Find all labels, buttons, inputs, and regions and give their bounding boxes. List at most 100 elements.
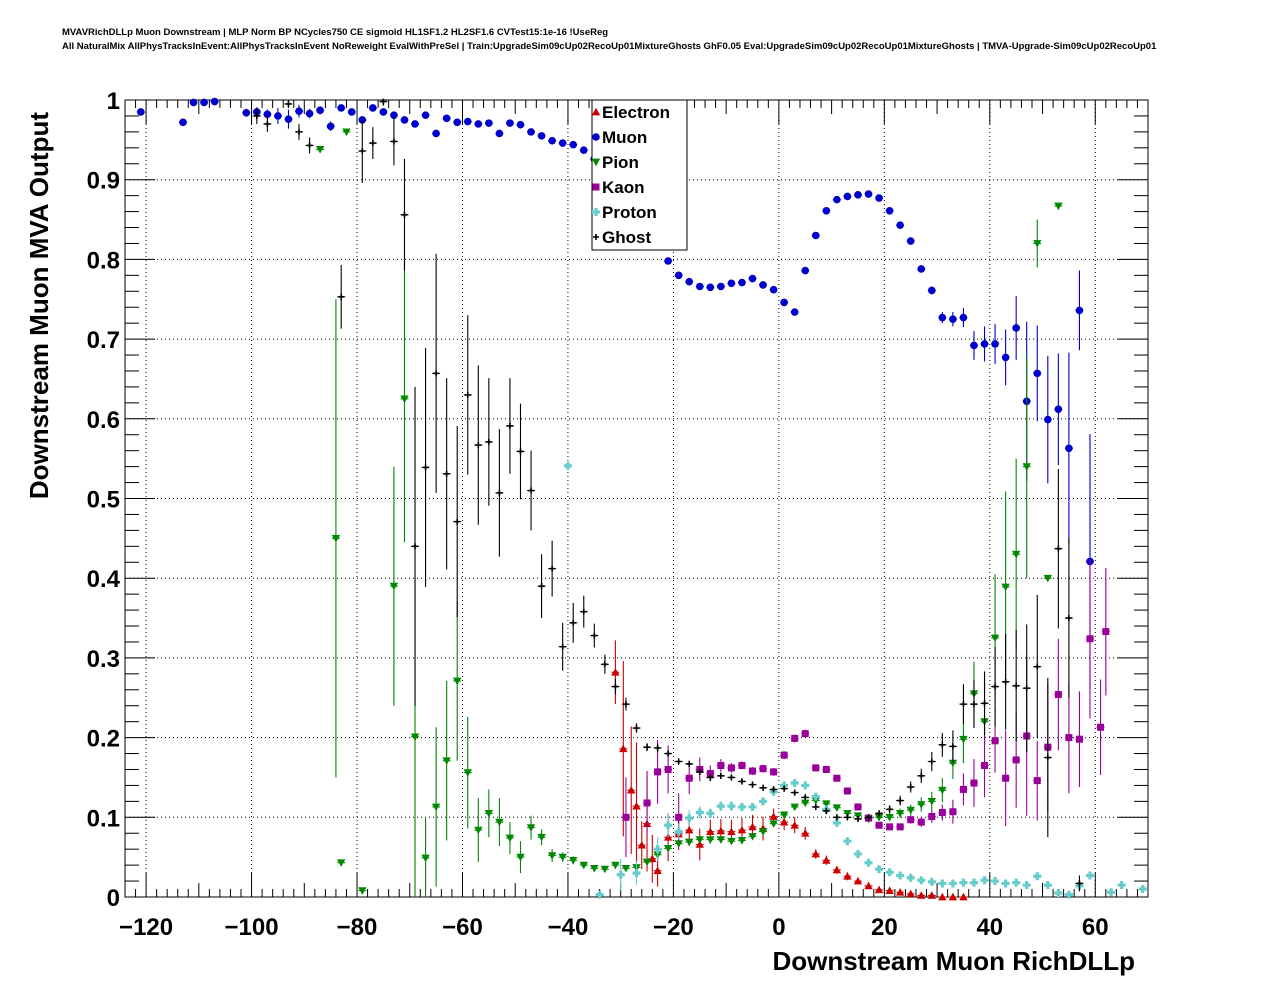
data-point xyxy=(706,836,715,844)
data-point xyxy=(749,781,756,788)
data-point xyxy=(791,789,798,796)
data-point xyxy=(369,104,377,112)
data-point xyxy=(595,890,604,899)
data-point xyxy=(980,876,989,885)
data-point xyxy=(296,128,303,135)
legend-label: Pion xyxy=(602,153,639,172)
data-point xyxy=(833,774,841,782)
legend: Electron Muon Pion Kaon Proton Ghost xyxy=(591,99,688,251)
data-point xyxy=(347,108,356,116)
data-point xyxy=(331,534,341,543)
legend-marker xyxy=(592,208,601,216)
series-kaon xyxy=(621,559,1110,858)
data-point xyxy=(949,808,957,816)
plot-title-line-1: MVAVRichDLLp Muon Downstream | MLP Norm … xyxy=(62,27,609,38)
data-point xyxy=(949,743,956,750)
data-point xyxy=(917,876,926,885)
data-point xyxy=(938,313,947,322)
data-point xyxy=(442,757,451,765)
data-point xyxy=(1011,550,1021,559)
data-point xyxy=(338,293,345,300)
data-point xyxy=(981,761,989,769)
data-point xyxy=(549,565,556,572)
data-point xyxy=(737,802,746,811)
data-point xyxy=(970,341,978,350)
data-point xyxy=(748,822,757,831)
data-point xyxy=(865,814,872,821)
data-point xyxy=(843,192,852,201)
data-point xyxy=(853,849,862,858)
data-point xyxy=(1002,678,1009,685)
data-point xyxy=(664,257,672,265)
data-point xyxy=(516,853,525,862)
data-point xyxy=(675,758,682,765)
data-point xyxy=(431,803,441,812)
data-point xyxy=(342,128,351,137)
data-point xyxy=(538,583,545,590)
data-point xyxy=(632,801,641,810)
data-point xyxy=(601,661,608,668)
legend-marker xyxy=(592,133,600,141)
data-point xyxy=(695,840,704,848)
y-tick-label: 0.1 xyxy=(87,805,120,832)
data-point xyxy=(727,802,736,811)
data-point xyxy=(948,892,958,901)
data-point xyxy=(474,826,483,835)
data-point xyxy=(1044,754,1051,761)
data-point xyxy=(358,887,367,895)
legend-marker xyxy=(591,158,601,167)
data-point xyxy=(263,110,272,119)
data-point xyxy=(558,853,567,862)
data-point xyxy=(411,120,419,128)
data-point xyxy=(526,824,536,832)
data-point xyxy=(959,785,967,793)
data-point xyxy=(811,792,820,801)
data-point xyxy=(612,683,619,690)
data-point xyxy=(823,807,830,814)
data-point xyxy=(822,206,831,215)
data-point xyxy=(875,194,883,202)
data-point xyxy=(627,786,636,794)
data-point xyxy=(633,725,640,732)
data-point xyxy=(990,634,1000,643)
data-point xyxy=(485,119,493,127)
legend-entry-ghost: Ghost xyxy=(593,228,651,247)
data-point xyxy=(991,340,999,348)
data-point xyxy=(918,772,925,779)
data-point xyxy=(874,885,884,894)
data-point xyxy=(665,750,672,757)
plot-title-line-2: All NaturalMix AllPhysTracksInEvent:AllP… xyxy=(62,41,1157,52)
data-point xyxy=(616,870,625,879)
data-point xyxy=(770,786,777,793)
data-point xyxy=(579,146,588,155)
data-point xyxy=(927,877,936,886)
data-point xyxy=(896,871,905,880)
data-point xyxy=(685,838,694,847)
data-point xyxy=(991,877,1000,886)
data-point xyxy=(443,470,450,477)
data-point xyxy=(1055,545,1062,552)
data-point xyxy=(727,279,736,288)
data-point xyxy=(874,813,884,822)
x-tick-label: −120 xyxy=(119,914,173,941)
data-point xyxy=(1001,879,1010,888)
data-point xyxy=(780,298,788,307)
data-point xyxy=(843,837,852,846)
y-tick-label: 0.3 xyxy=(87,646,120,673)
data-point xyxy=(644,744,651,751)
data-point xyxy=(854,815,861,822)
data-point xyxy=(600,865,610,874)
data-point xyxy=(695,836,704,844)
data-point xyxy=(1138,885,1147,894)
legend-marker xyxy=(593,234,599,240)
grid xyxy=(125,100,1148,897)
data-point xyxy=(685,277,694,286)
data-point xyxy=(537,833,546,842)
data-point xyxy=(895,809,905,818)
data-point xyxy=(1044,415,1052,424)
data-point xyxy=(611,668,620,676)
data-point xyxy=(695,282,704,291)
data-point xyxy=(1075,735,1083,743)
data-point xyxy=(758,828,768,836)
data-point xyxy=(749,767,757,775)
